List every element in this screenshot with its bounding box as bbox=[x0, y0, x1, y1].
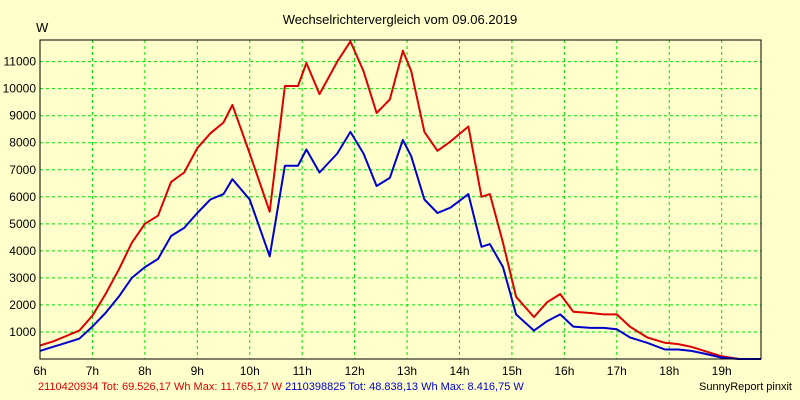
x-tick-label: 12h bbox=[345, 364, 365, 378]
series-lines bbox=[39, 40, 761, 360]
y-axis-unit-label: W bbox=[36, 20, 49, 35]
x-tick-label: 13h bbox=[397, 364, 417, 378]
x-tick-label: 10h bbox=[240, 364, 260, 378]
legend-series-1-totals: 2110420934 Tot: 69.526,17 Wh Max: 11.765… bbox=[38, 381, 283, 393]
y-tick-label: 6000 bbox=[9, 190, 36, 204]
y-tick-label: 7000 bbox=[9, 163, 36, 177]
x-axis-ticks: 6h 7h 8h 9h 10h 11h 12h 13h 14h 15h 16h 17h 18h 19h bbox=[33, 364, 731, 378]
x-tick-label: 7h bbox=[86, 364, 99, 378]
plot-frame bbox=[39, 39, 762, 360]
x-tick-label: 6h bbox=[33, 364, 46, 378]
series-line-2110420934 bbox=[39, 40, 761, 360]
y-axis-ticks: 1000 2000 3000 4000 5000 6000 7000 8000 9000 1000… bbox=[3, 55, 37, 339]
y-tick-label: 5000 bbox=[9, 217, 36, 231]
series-line-2110398825 bbox=[39, 130, 761, 360]
x-tick-label: 16h bbox=[554, 364, 574, 378]
y-tick-label: 8000 bbox=[9, 136, 36, 150]
legend-series-2-totals: 2110398825 Tot: 48.838,13 Wh Max: 8.416,… bbox=[285, 381, 524, 393]
x-tick-label: 9h bbox=[191, 364, 204, 378]
x-tick-label: 8h bbox=[138, 364, 151, 378]
x-tick-label: 18h bbox=[659, 364, 679, 378]
gridlines bbox=[39, 40, 761, 359]
y-tick-label: 2000 bbox=[9, 298, 36, 312]
x-tick-label: 15h bbox=[502, 364, 522, 378]
credit-text: SunnyReport pinxit bbox=[699, 381, 792, 393]
y-tick-label: 10000 bbox=[3, 82, 37, 96]
x-tick-label: 17h bbox=[607, 364, 627, 378]
chart-title: Wechselrichtervergleich vom 09.06.2019 bbox=[283, 12, 518, 27]
y-tick-label: 1000 bbox=[9, 325, 36, 339]
x-tick-label: 11h bbox=[293, 364, 312, 378]
totals-legend: 2110420934 Tot: 69.526,17 Wh Max: 11.765… bbox=[38, 381, 524, 393]
y-tick-label: 4000 bbox=[9, 244, 36, 258]
y-tick-label: 11000 bbox=[4, 55, 37, 69]
x-tick-label: 19h bbox=[712, 364, 732, 378]
x-tick-label: 14h bbox=[449, 364, 469, 378]
y-tick-label: 3000 bbox=[9, 271, 36, 285]
y-tick-label: 9000 bbox=[9, 109, 36, 123]
